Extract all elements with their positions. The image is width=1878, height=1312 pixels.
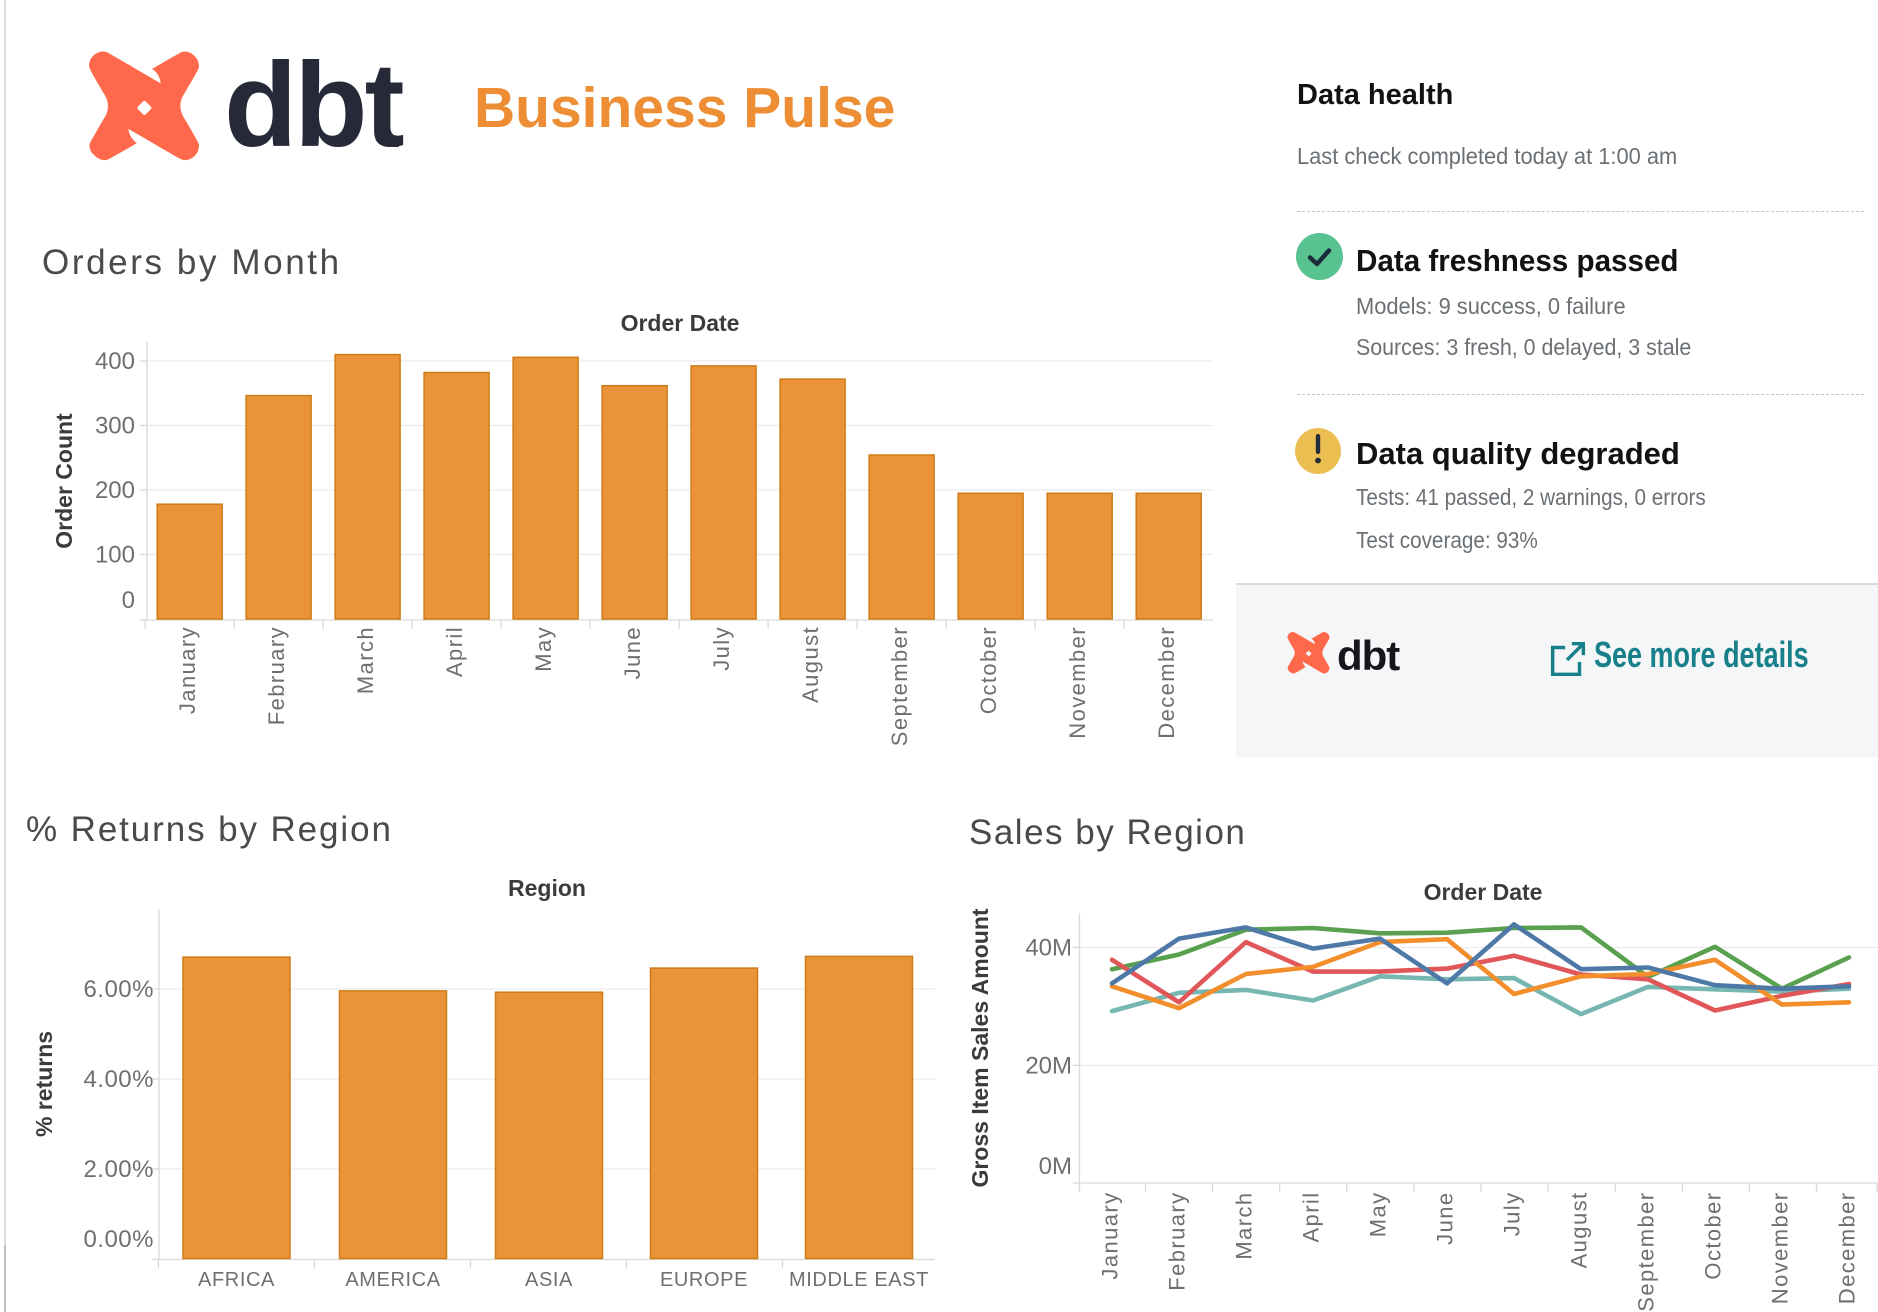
svg-text:Order Count: Order Count <box>51 413 77 549</box>
svg-text:Gross Item Sales Amount: Gross Item Sales Amount <box>967 908 993 1187</box>
svg-text:October: October <box>976 626 1001 714</box>
svg-text:200: 200 <box>95 477 135 504</box>
svg-text:April: April <box>442 626 467 677</box>
svg-text:November: November <box>1768 1192 1793 1305</box>
svg-text:AFRICA: AFRICA <box>198 1269 275 1291</box>
svg-text:400: 400 <box>95 348 135 375</box>
svg-text:September: September <box>887 626 912 746</box>
svg-text:March: March <box>1232 1192 1257 1260</box>
svg-text:May: May <box>531 626 556 672</box>
svg-text:4.00%: 4.00% <box>83 1066 154 1093</box>
svg-text:September: September <box>1634 1192 1659 1312</box>
svg-text:January: January <box>175 626 200 714</box>
svg-text:June: June <box>620 626 645 679</box>
svg-text:November: November <box>1065 626 1090 739</box>
svg-text:July: July <box>709 626 734 671</box>
svg-text:December: December <box>1835 1192 1860 1305</box>
svg-text:August: August <box>798 626 823 703</box>
svg-text:% returns: % returns <box>31 1031 57 1137</box>
svg-text:January: January <box>1098 1192 1123 1280</box>
svg-text:Region: Region <box>508 875 586 901</box>
svg-text:0.00%: 0.00% <box>83 1226 154 1253</box>
svg-text:June: June <box>1433 1192 1458 1245</box>
svg-text:EUROPE: EUROPE <box>660 1269 748 1291</box>
svg-text:0: 0 <box>122 587 135 614</box>
svg-text:October: October <box>1701 1192 1726 1280</box>
svg-text:AMERICA: AMERICA <box>345 1269 440 1291</box>
svg-text:April: April <box>1299 1192 1324 1243</box>
svg-text:2.00%: 2.00% <box>83 1156 154 1183</box>
svg-text:100: 100 <box>95 542 135 569</box>
svg-text:0M: 0M <box>1039 1153 1072 1180</box>
svg-text:December: December <box>1154 626 1179 739</box>
svg-text:February: February <box>1165 1192 1190 1291</box>
svg-text:ASIA: ASIA <box>525 1269 573 1291</box>
svg-text:May: May <box>1366 1192 1391 1238</box>
svg-text:20M: 20M <box>1025 1052 1072 1079</box>
svg-text:Order Date: Order Date <box>621 310 740 336</box>
svg-text:March: March <box>353 626 378 694</box>
svg-text:300: 300 <box>95 413 135 440</box>
svg-text:July: July <box>1500 1192 1525 1237</box>
svg-text:40M: 40M <box>1025 935 1072 962</box>
svg-text:MIDDLE EAST: MIDDLE EAST <box>789 1269 929 1291</box>
svg-text:Order Date: Order Date <box>1424 879 1543 905</box>
svg-text:February: February <box>264 626 289 725</box>
svg-text:August: August <box>1567 1192 1592 1269</box>
svg-text:6.00%: 6.00% <box>83 976 154 1003</box>
